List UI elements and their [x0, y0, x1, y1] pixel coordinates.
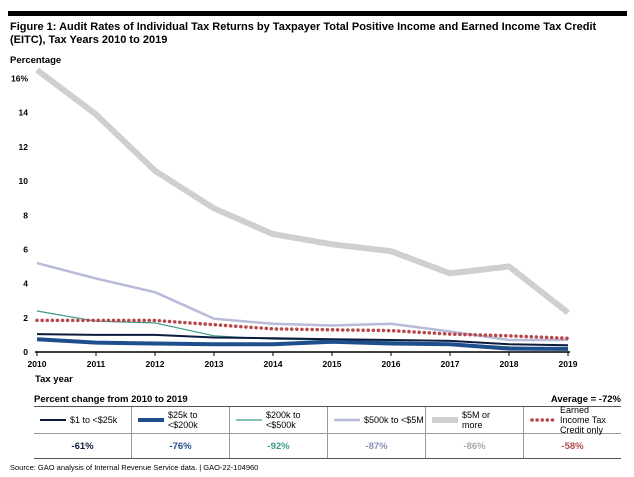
legend-cell: $200k to <$500k -92% — [229, 407, 327, 458]
percent-change-value: -61% — [71, 440, 94, 452]
series-line-4 — [35, 67, 570, 316]
y-tick-label: 16% — [11, 74, 28, 84]
legend-label: $25k to <$200k — [168, 410, 198, 430]
series-line-1 — [36, 337, 569, 351]
legend-swatch-icon — [40, 419, 66, 421]
legend-swatch-icon — [530, 418, 556, 422]
y-tick-label: 2 — [23, 313, 28, 323]
y-tick-label: 14 — [19, 108, 29, 118]
x-tick-label: 2012 — [146, 359, 165, 369]
legend-cell: $500k to <$5M -87% — [327, 407, 425, 458]
legend-label: Earned Income Tax Credit only — [560, 405, 606, 435]
y-tick-label: 8 — [23, 210, 28, 220]
legend-swatch-icon — [334, 418, 360, 422]
percent-change-value: -86% — [463, 440, 486, 452]
y-tick-label: 0 — [23, 347, 28, 357]
x-axis-label: Tax year — [35, 374, 73, 385]
percent-change-value: -87% — [365, 440, 388, 452]
x-tick-label: 2017 — [441, 359, 460, 369]
percent-change-value: -58% — [561, 440, 584, 452]
x-tick-label: 2015 — [323, 359, 342, 369]
legend-cell: $25k to <$200k -76% — [131, 407, 229, 458]
y-axis-label: Percentage — [10, 55, 62, 66]
y-tick-label: 4 — [23, 279, 28, 289]
legend-cell: $1 to <$25k -61% — [34, 407, 131, 458]
y-tick-label: 10 — [19, 176, 29, 186]
x-tick-label: 2011 — [87, 359, 106, 369]
average-label: Average = -72% — [550, 394, 621, 405]
percent-change-title: Percent change from 2010 to 2019 — [34, 394, 188, 405]
x-tick-label: 2016 — [382, 359, 401, 369]
percent-change-value: -76% — [169, 440, 192, 452]
legend-label: $5M or more — [462, 410, 491, 430]
legend-label: $500k to <$5M — [364, 415, 424, 425]
legend-label: $200k to <$500k — [266, 410, 301, 430]
y-tick-label: 6 — [23, 244, 28, 254]
source-note: Source: GAO analysis of Internal Revenue… — [10, 463, 259, 472]
percent-change-value: -92% — [267, 440, 290, 452]
x-tick-label: 2018 — [500, 359, 519, 369]
legend-swatch-icon — [236, 419, 262, 421]
legend-swatch-icon — [432, 417, 458, 423]
x-tick-label: 2019 — [559, 359, 578, 369]
top-rule — [8, 11, 627, 16]
series-line-5 — [35, 318, 570, 341]
legend-swatch-icon — [138, 418, 164, 422]
x-tick-label: 2014 — [264, 359, 283, 369]
series-line-0 — [36, 333, 569, 347]
figure-title: Figure 1: Audit Rates of Individual Tax … — [10, 21, 597, 46]
legend-cell: $5M or more -86% — [425, 407, 523, 458]
legend-label: $1 to <$25k — [70, 415, 118, 425]
x-tick-label: 2010 — [28, 359, 47, 369]
legend-table: $1 to <$25k -61% $25k to <$200k -76% $20… — [34, 405, 621, 459]
y-tick-label: 12 — [19, 142, 29, 152]
x-tick-label: 2013 — [205, 359, 224, 369]
line-chart: 0 2 4 6 8 10 12 14 16% 2010 2011 2012 2013 2014 2015 20… — [11, 67, 578, 369]
legend-cell: Earned Income Tax Credit only -58% — [523, 405, 621, 458]
